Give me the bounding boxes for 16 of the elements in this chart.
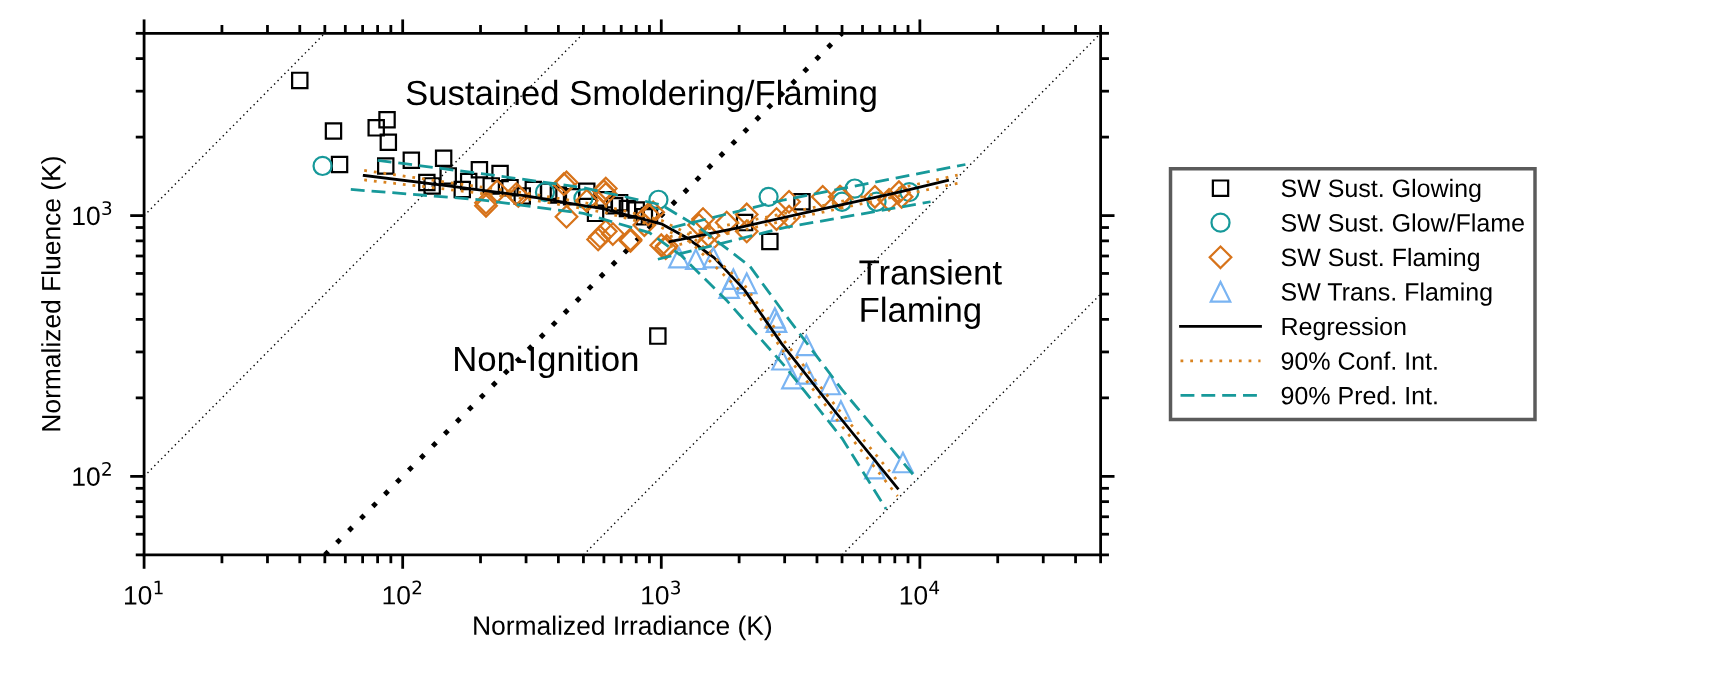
x-tick-label: 10$^{2}$ — [383, 580, 422, 605]
x-tick-label: 10$^{4}$ — [900, 580, 940, 605]
x-tick-label: 10$^{3}$ — [642, 580, 681, 605]
legend-label: SW Sust. Flaming — [1281, 247, 1479, 272]
legend-label: 90% Conf. Int. — [1281, 351, 1437, 370]
annotation: Non-Ignition — [455, 345, 638, 379]
legend-label: 90% Pred. Int. — [1281, 386, 1437, 405]
x-tick-label: 10$^{1}$ — [124, 580, 163, 605]
annotation: Transient Flaming — [859, 259, 1002, 329]
legend-label: SW Sust. Glowing — [1281, 178, 1481, 203]
y-axis-title: Normalized Fluence (K) — [41, 157, 66, 431]
legend-label: SW Trans. Flaming — [1281, 282, 1492, 306]
legend-label: Regression — [1282, 317, 1406, 341]
x-axis-title: Normalized Irradiance (K) — [474, 615, 772, 641]
legend-label: SW Sust. Glow/Flame — [1281, 213, 1524, 232]
annotation: Sustained Smoldering/Flaming — [406, 79, 876, 113]
